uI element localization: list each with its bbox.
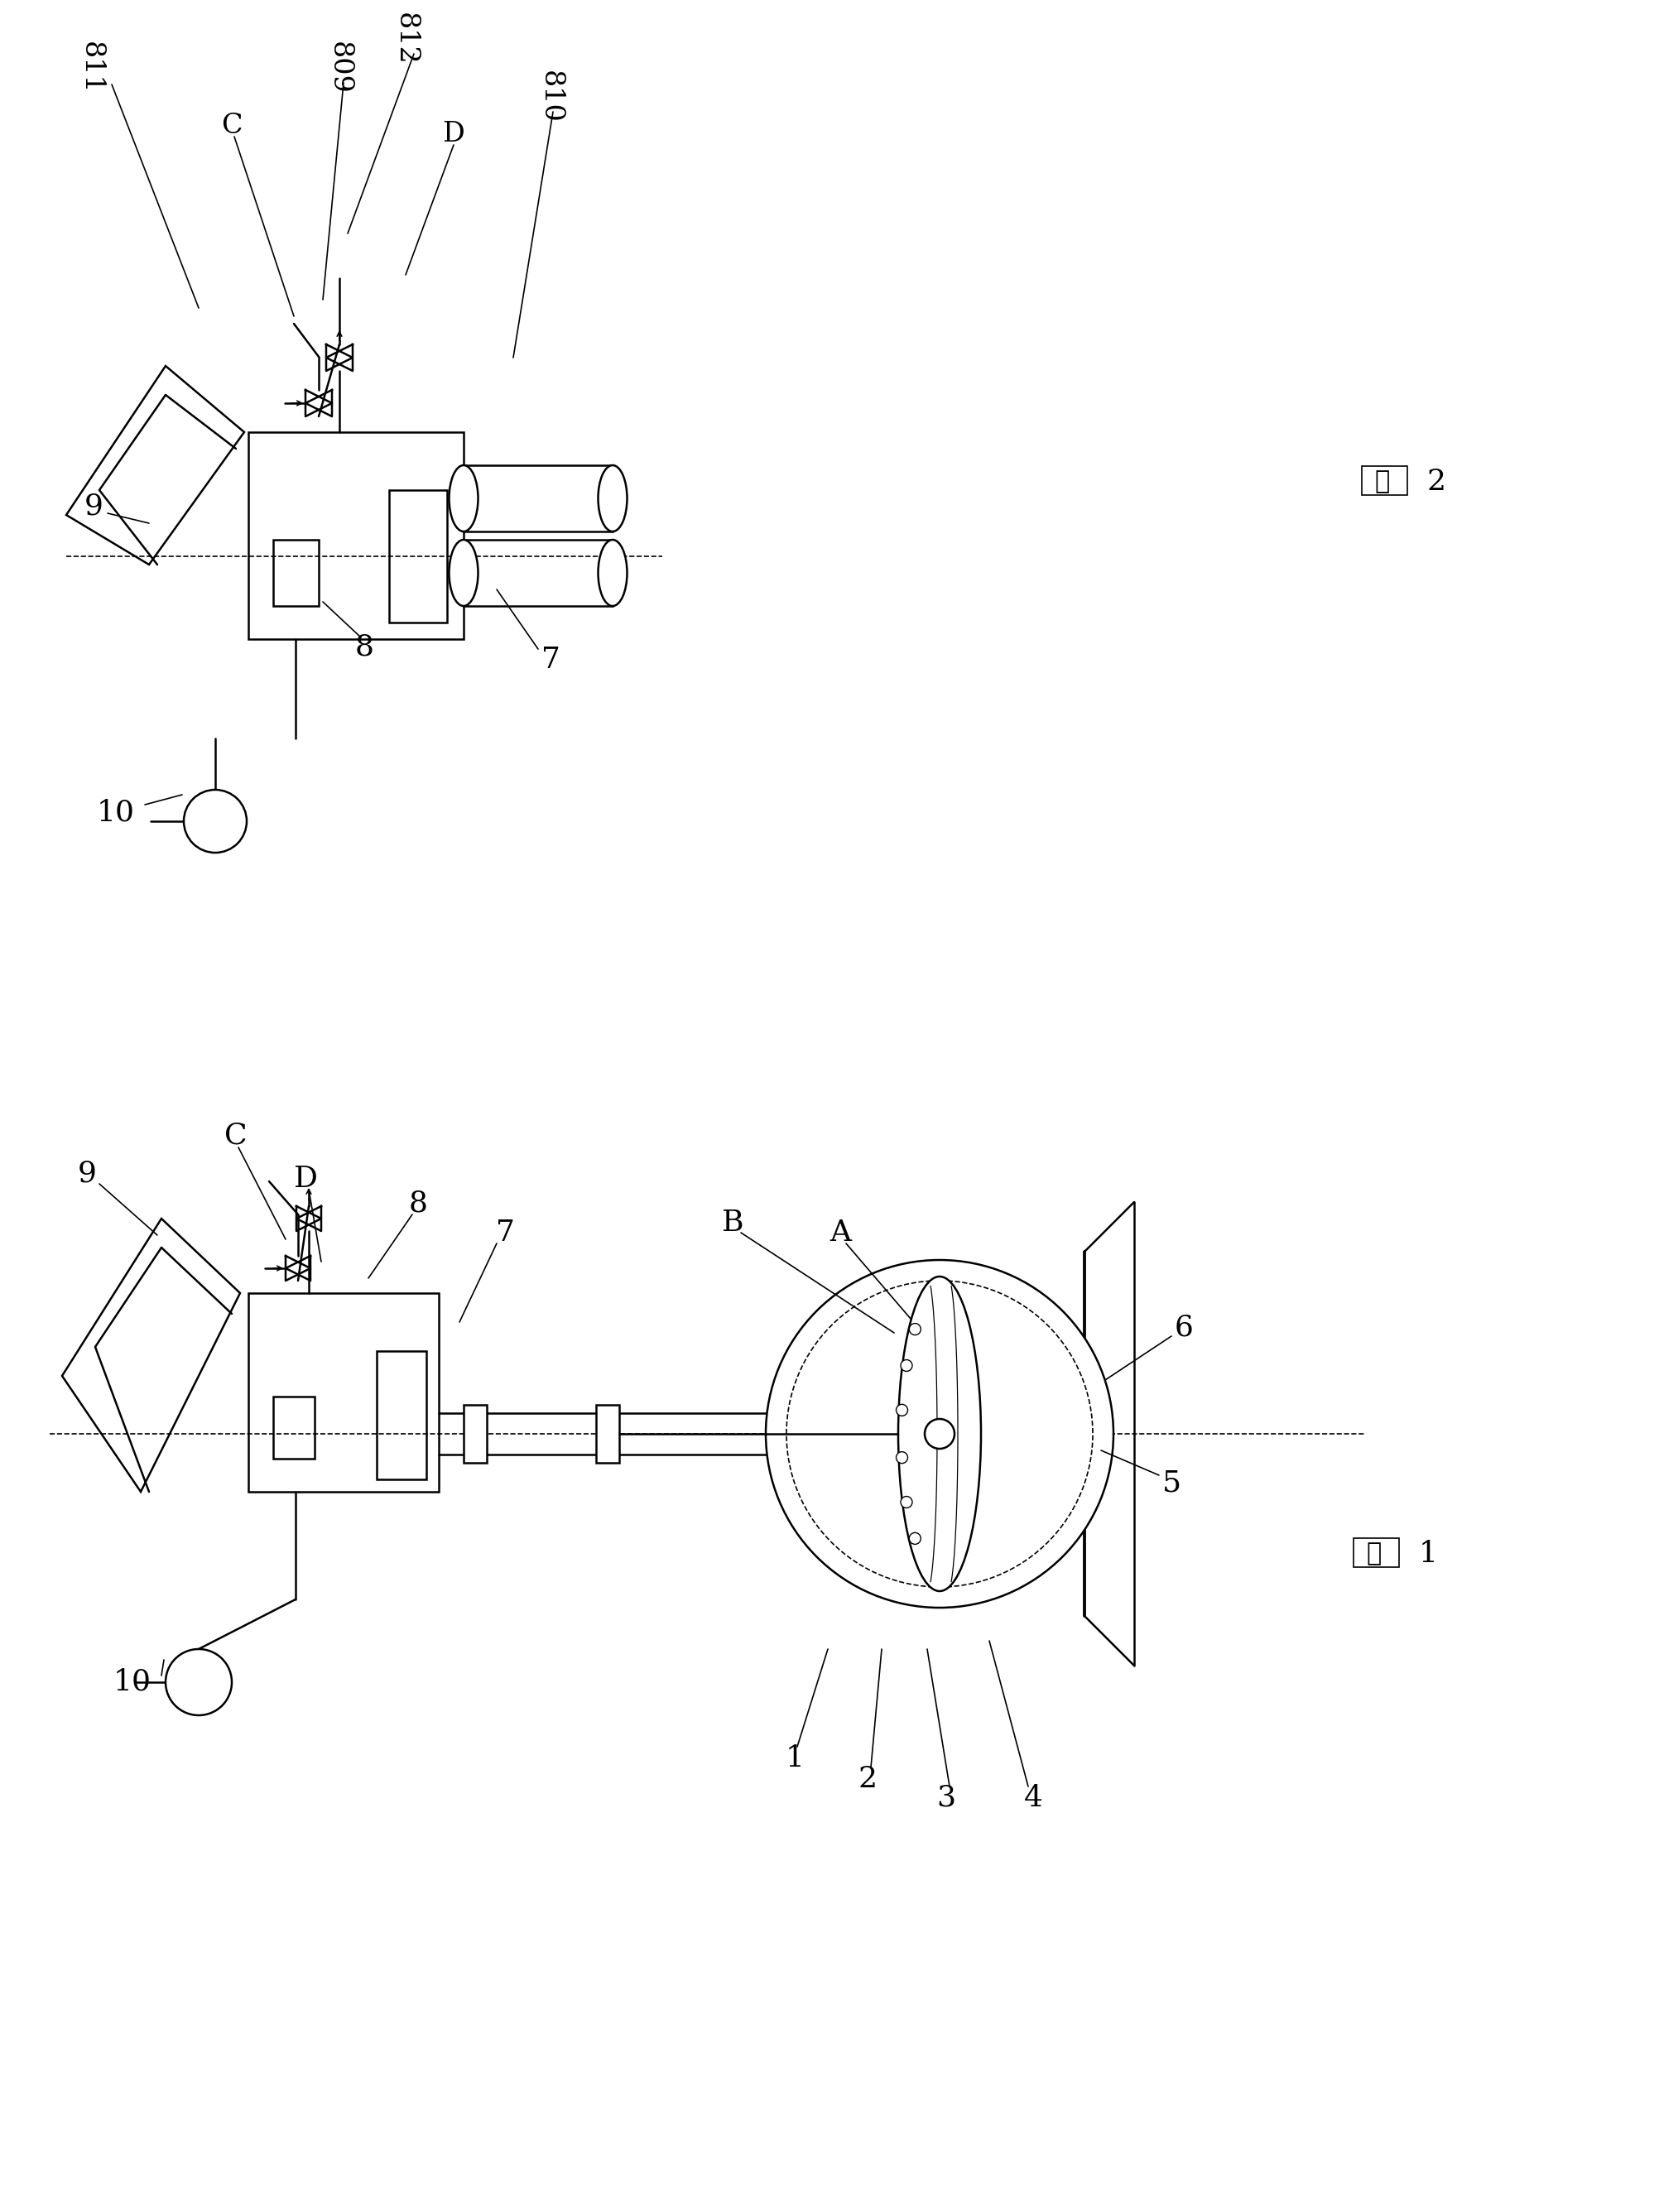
Text: 4: 4 — [1024, 1785, 1042, 1812]
Text: 809: 809 — [327, 42, 353, 95]
Bar — [1354, 1537, 1399, 1566]
Text: C: C — [224, 1121, 247, 1150]
Bar — [274, 540, 319, 606]
Bar — [377, 1352, 426, 1480]
Circle shape — [901, 1495, 912, 1509]
Text: 8: 8 — [408, 1190, 428, 1219]
Ellipse shape — [599, 540, 627, 606]
Bar — [463, 540, 612, 606]
Circle shape — [909, 1533, 921, 1544]
Text: D: D — [443, 122, 465, 148]
Text: C: C — [221, 113, 242, 139]
Text: 10: 10 — [96, 799, 134, 827]
Circle shape — [896, 1451, 907, 1464]
Text: 6: 6 — [1175, 1314, 1193, 1343]
Bar — [390, 491, 446, 622]
Bar — [249, 1294, 438, 1491]
Text: 图: 图 — [1375, 469, 1390, 495]
Text: 811: 811 — [78, 42, 105, 95]
Text: 2: 2 — [858, 1765, 878, 1794]
Text: 2: 2 — [1427, 467, 1447, 495]
Text: 3: 3 — [937, 1785, 956, 1812]
Bar — [463, 465, 612, 531]
Text: D: D — [294, 1166, 319, 1192]
Circle shape — [896, 1405, 907, 1416]
Text: 8: 8 — [355, 633, 373, 661]
Circle shape — [901, 1360, 912, 1371]
Text: 9: 9 — [85, 493, 103, 520]
Text: 810: 810 — [538, 71, 564, 124]
Circle shape — [166, 1650, 232, 1714]
Text: 812: 812 — [393, 13, 418, 66]
Text: 10: 10 — [113, 1668, 151, 1697]
Text: 1: 1 — [785, 1745, 805, 1772]
Circle shape — [766, 1261, 1113, 1608]
Circle shape — [924, 1418, 954, 1449]
Ellipse shape — [450, 465, 478, 531]
Bar — [249, 431, 463, 639]
Ellipse shape — [898, 1276, 980, 1590]
Text: 7: 7 — [496, 1219, 514, 1248]
Text: B: B — [722, 1208, 743, 1237]
Text: 7: 7 — [541, 646, 561, 675]
Polygon shape — [61, 1219, 241, 1491]
Bar — [596, 1405, 619, 1462]
Bar — [274, 1396, 315, 1458]
Ellipse shape — [450, 540, 478, 606]
Bar — [1362, 467, 1407, 495]
Text: 图: 图 — [1367, 1542, 1382, 1566]
Text: 1: 1 — [1418, 1540, 1438, 1568]
Polygon shape — [66, 365, 244, 564]
Text: 9: 9 — [78, 1159, 96, 1188]
Circle shape — [909, 1323, 921, 1336]
Bar — [463, 1405, 486, 1462]
Ellipse shape — [599, 465, 627, 531]
Text: 5: 5 — [1161, 1469, 1181, 1498]
Text: A: A — [830, 1219, 851, 1248]
Circle shape — [184, 790, 247, 852]
